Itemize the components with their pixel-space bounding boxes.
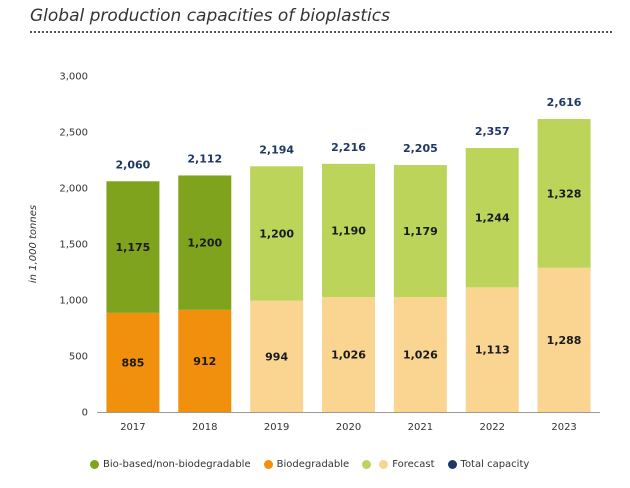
bar-lower-value-label: 1,288: [547, 334, 582, 347]
bar-lower-value-label: 1,113: [475, 344, 510, 357]
y-tick-label: 2,000: [59, 184, 88, 195]
x-tick-label: 2023: [551, 422, 576, 433]
x-tick-label: 2018: [192, 422, 217, 433]
bar-lower-value-label: 912: [193, 355, 216, 368]
bar-lower-value-label: 1,026: [403, 349, 438, 362]
bar-upper-value-label: 1,179: [403, 225, 438, 238]
bar-total-label: 2,216: [331, 141, 366, 154]
bar-upper-segment: [322, 163, 375, 298]
legend-swatch-biodegradable: [263, 459, 273, 469]
bar-lower-segment: [393, 297, 447, 412]
bar-lower-segment: [322, 297, 375, 412]
bar-upper-segment: [465, 148, 519, 288]
legend-label-forecast: Forecast: [392, 458, 435, 470]
legend-swatch-bio-based: [90, 459, 99, 469]
bar-upper-segment: [250, 166, 304, 301]
y-axis-label: in 1,000 tonnes: [28, 205, 39, 283]
bar-upper-value-label: 1,328: [547, 187, 582, 200]
chart-title: Global production capacities of bioplast…: [30, 6, 390, 26]
y-tick-label: 500: [69, 352, 88, 363]
bar-upper-segment: [178, 175, 232, 310]
bar-total-label: 2,060: [116, 158, 151, 171]
bar-total-label: 2,194: [259, 143, 294, 156]
bar-lower-value-label: 885: [121, 356, 144, 369]
legend-item-forecast: Forecast: [379, 458, 435, 470]
y-tick-label: 1,500: [59, 240, 88, 251]
bar-chart: 0 500 1,000 1,500 2,000 2,500 3,000 in 1,000 to…: [28, 72, 600, 433]
legend-swatch-forecast: [379, 459, 389, 469]
bar-lower-value-label: 994: [265, 350, 288, 363]
legend-item-biodegradable: Biodegradable: [263, 458, 350, 470]
x-tick-label: 2021: [408, 422, 433, 433]
legend-item-total-capacity: Total capacity: [447, 458, 530, 470]
x-tick-label: 2020: [336, 422, 361, 433]
bar-lower-segment: [250, 300, 304, 412]
title-divider: [30, 31, 612, 33]
bar-upper-value-label: 1,175: [116, 241, 151, 254]
y-tick-label: 3,000: [59, 72, 88, 83]
legend-swatch-total-capacity: [447, 459, 457, 469]
legend-item-forecast-upper: [362, 459, 375, 469]
legend-swatch-forecast-upper: [362, 459, 372, 469]
bar-upper-value-label: 1,200: [259, 227, 294, 240]
bar-total-label: 2,205: [403, 142, 438, 155]
bar-lower-segment: [178, 309, 232, 412]
legend-label-total-capacity: Total capacity: [460, 458, 530, 470]
bar-total-label: 2,112: [187, 152, 222, 165]
bar-upper-value-label: 1,200: [187, 237, 222, 250]
bar-upper-segment: [106, 181, 160, 313]
x-tick-label: 2022: [479, 422, 504, 433]
bar-upper-value-label: 1,244: [475, 212, 510, 225]
x-tick-label: 2019: [264, 422, 289, 433]
y-tick-label: 0: [82, 408, 88, 419]
chart-legend: Bio-based/non-biodegradable Biodegradabl…: [90, 456, 542, 472]
x-tick-label: 2017: [120, 422, 145, 433]
y-tick-label: 2,500: [59, 128, 88, 139]
legend-label-bio-based: Bio-based/non-biodegradable: [103, 458, 251, 470]
bar-lower-segment: [537, 267, 591, 412]
bar-upper-value-label: 1,190: [331, 224, 366, 237]
bar-total-label: 2,357: [475, 125, 510, 138]
legend-item-bio-based: Bio-based/non-biodegradable: [90, 459, 251, 470]
bar-upper-segment: [393, 165, 447, 298]
legend-label-biodegradable: Biodegradable: [276, 458, 350, 470]
bar-lower-value-label: 1,026: [331, 349, 366, 362]
bar-lower-segment: [106, 312, 160, 412]
y-tick-label: 1,000: [59, 296, 88, 307]
bar-upper-segment: [537, 119, 591, 268]
bar-lower-segment: [465, 287, 519, 412]
bar-total-label: 2,616: [547, 96, 582, 109]
